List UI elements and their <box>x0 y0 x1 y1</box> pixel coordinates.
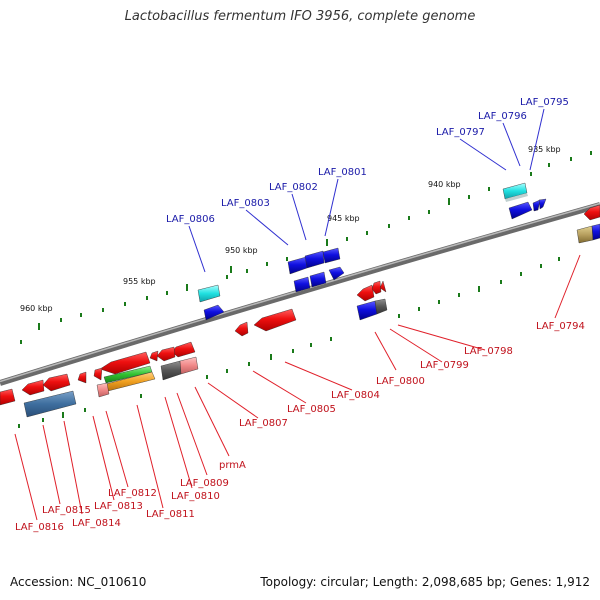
gene-label-prma: prmA <box>219 460 246 471</box>
gene-label-laf-0814: LAF_0814 <box>72 518 121 529</box>
genome-summary-text: Topology: circular; Length: 2,098,685 bp… <box>260 575 590 589</box>
gene-label-laf-0794: LAF_0794 <box>536 321 585 332</box>
label-connectors <box>14 108 581 521</box>
forward-strand-genes <box>197 182 600 321</box>
genome-backbone <box>0 202 600 386</box>
gene-label-laf-0795: LAF_0795 <box>520 97 569 108</box>
gene-laf-0811 <box>99 351 151 375</box>
scale-track-upper <box>20 151 592 344</box>
gene-label-laf-0798: LAF_0798 <box>464 346 513 357</box>
gene-label-laf-0807: LAF_0807 <box>239 418 288 429</box>
gene-laf-0795 <box>532 199 541 212</box>
gene-label-laf-0812: LAF_0812 <box>108 488 157 499</box>
gene-laf-0806 <box>197 284 221 303</box>
reverse-strand-genes <box>0 204 600 418</box>
gene-label-laf-0797: LAF_0797 <box>436 127 485 138</box>
gene-label-laf-0801: LAF_0801 <box>318 167 367 178</box>
tick-label-940: 940 kbp <box>428 180 461 189</box>
gene-laf-0807 <box>160 360 182 381</box>
gene-label-laf-0803: LAF_0803 <box>221 198 270 209</box>
gene-label-laf-0810: LAF_0810 <box>171 491 220 502</box>
gene-label-laf-0799: LAF_0799 <box>420 360 469 371</box>
gene-label-laf-0805: LAF_0805 <box>287 404 336 415</box>
gene-label-laf-0804: LAF_0804 <box>331 390 380 401</box>
tick-label-935: 935 kbp <box>528 145 561 154</box>
gene-laf-0815 <box>42 373 71 392</box>
gene-laf-0803 <box>287 256 308 275</box>
gene-laf-0816 <box>21 379 45 396</box>
accession-text: Accession: NC_010610 <box>10 575 147 589</box>
gene-laf-0801 <box>322 247 341 264</box>
tick-label-945: 945 kbp <box>327 214 360 223</box>
gene-laf-0804 <box>253 308 297 332</box>
tick-label-950: 950 kbp <box>225 246 258 255</box>
gene-label-laf-0796: LAF_0796 <box>478 111 527 122</box>
gene-laf-0814 <box>77 371 87 384</box>
gene-laf-0802 <box>304 250 325 269</box>
gene-label-laf-0800: LAF_0800 <box>376 376 425 387</box>
gene-laf-0805 <box>234 321 249 337</box>
gene-laf-0796 <box>508 201 533 220</box>
gene-label-laf-0809: LAF_0809 <box>180 478 229 489</box>
gene-label-laf-0816: LAF_0816 <box>15 522 64 533</box>
gene-label-laf-0813: LAF_0813 <box>94 501 143 512</box>
scale-track-lower <box>18 257 560 428</box>
map-title: Lactobacillus fermentum IFO 3956, comple… <box>124 9 476 24</box>
gene-label-laf-0806: LAF_0806 <box>166 214 215 225</box>
gene-label-laf-0802: LAF_0802 <box>269 182 318 193</box>
gene-laf-0794 <box>576 225 594 244</box>
gene-laf-0799 <box>356 284 375 302</box>
gene-label-laf-0815: LAF_0815 <box>42 505 91 516</box>
gene-laf-0800 <box>356 300 378 321</box>
tick-label-960: 960 kbp <box>20 304 53 313</box>
tick-label-955: 955 kbp <box>123 277 156 286</box>
gene-label-laf-0811: LAF_0811 <box>146 509 195 520</box>
